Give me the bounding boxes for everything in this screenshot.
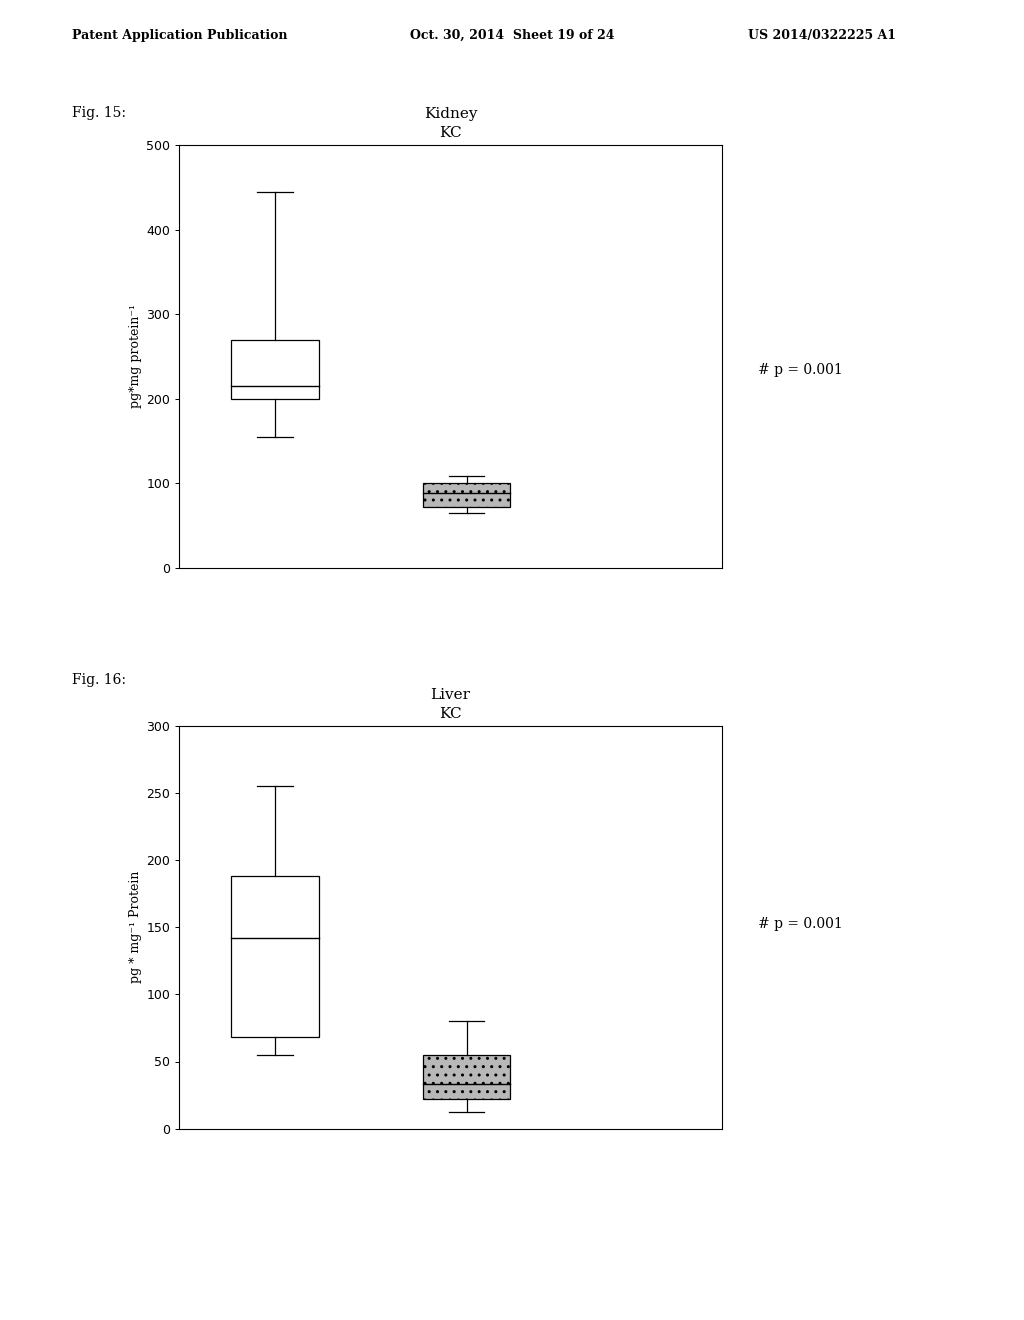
- Bar: [423, 483, 510, 507]
- Text: Oct. 30, 2014  Sheet 19 of 24: Oct. 30, 2014 Sheet 19 of 24: [410, 29, 614, 42]
- Title: Kidney
KC: Kidney KC: [424, 107, 477, 140]
- Y-axis label: pg*mg protein⁻¹: pg*mg protein⁻¹: [129, 305, 142, 408]
- Title: Liver
KC: Liver KC: [430, 688, 471, 721]
- Bar: [231, 339, 318, 399]
- Text: US 2014/0322225 A1: US 2014/0322225 A1: [748, 29, 896, 42]
- Bar: [231, 876, 318, 1038]
- Text: Fig. 15:: Fig. 15:: [72, 106, 126, 120]
- Y-axis label: pg * mg⁻¹ Protein: pg * mg⁻¹ Protein: [129, 871, 142, 983]
- Text: # p = 0.001: # p = 0.001: [758, 363, 843, 376]
- Bar: [423, 1055, 510, 1100]
- Text: Patent Application Publication: Patent Application Publication: [72, 29, 287, 42]
- Text: Fig. 16:: Fig. 16:: [72, 673, 126, 688]
- Text: # p = 0.001: # p = 0.001: [758, 917, 843, 931]
